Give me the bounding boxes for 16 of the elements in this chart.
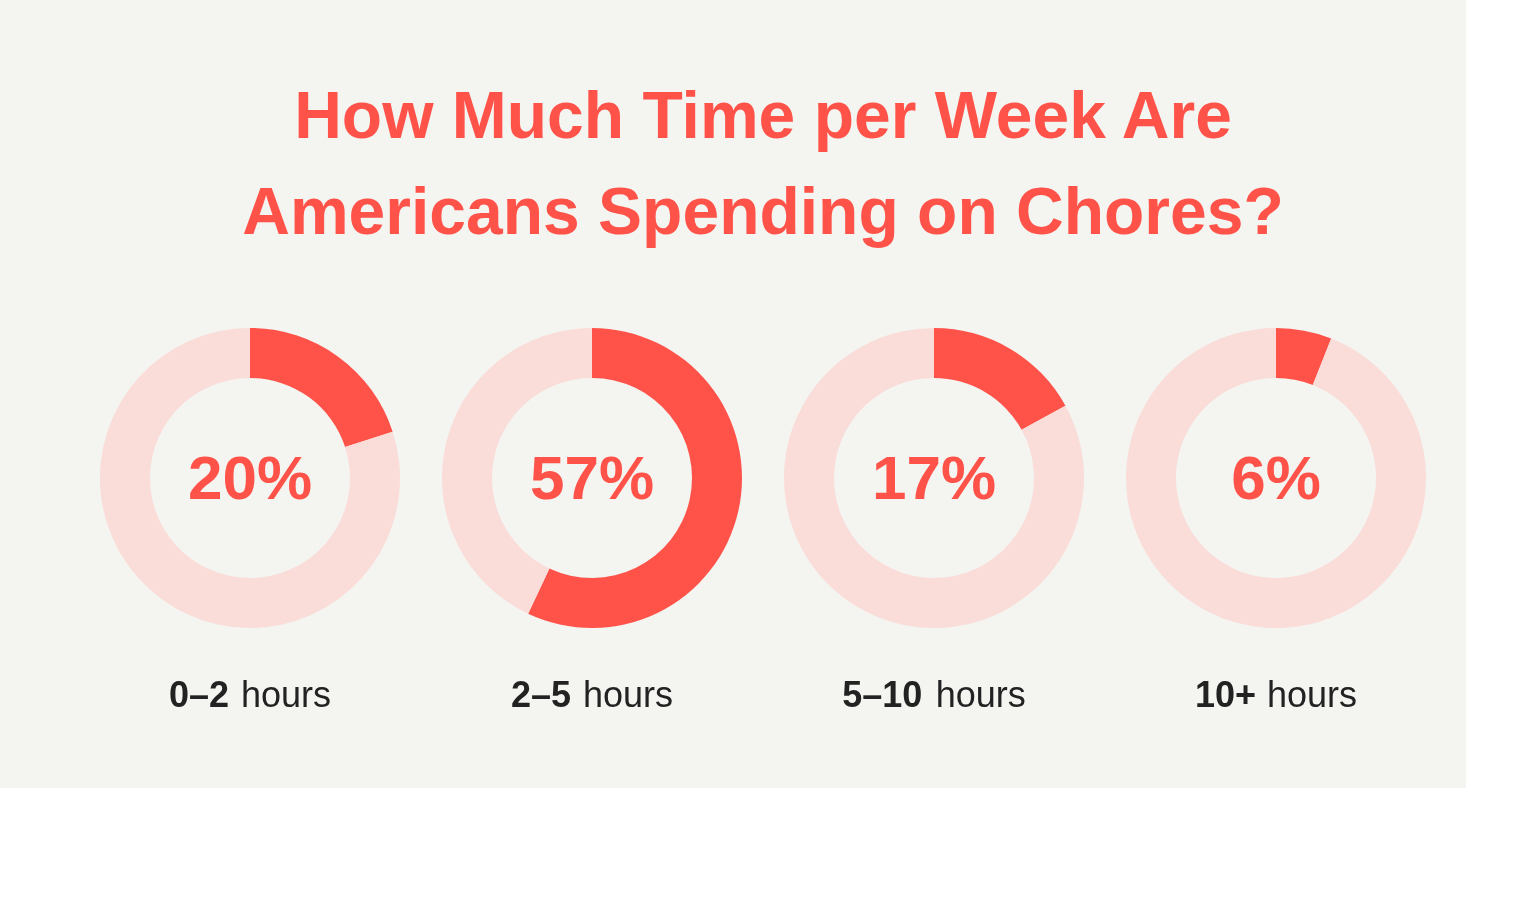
donut-slice: [250, 328, 393, 448]
donut-slice: [784, 328, 1084, 628]
text: 10+ hours: [1195, 674, 1358, 715]
data-label: 57%: [529, 443, 655, 512]
text: How Much Time per Week Are Americans Spending on Chores?: [242, 78, 1284, 248]
text: 2–5 hours: [511, 674, 674, 715]
donut-slice: [100, 328, 400, 628]
text: 5–10 hours: [842, 674, 1026, 715]
donut-slice: [528, 328, 742, 628]
text: 0–2 hours: [169, 674, 332, 715]
data-label: 20%: [187, 443, 313, 512]
donut-slice: [1126, 328, 1426, 628]
donut-slice: [934, 328, 1066, 430]
data-label: 17%: [871, 443, 997, 512]
data-label: 6%: [1231, 443, 1321, 512]
donut-slice: [1276, 328, 1332, 386]
